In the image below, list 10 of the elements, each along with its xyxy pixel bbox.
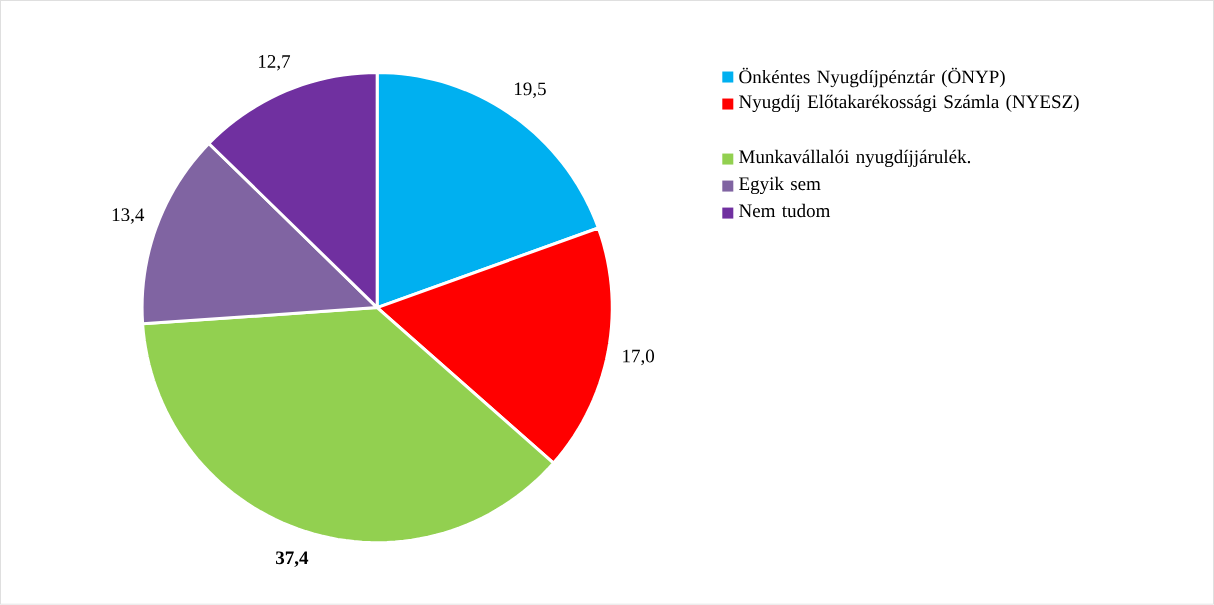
data-label: 17,0: [623, 349, 655, 366]
data-label: 12,7: [259, 55, 291, 71]
legend-label: Önkéntes Nyugdíjpénztár (ÖNYP): [739, 67, 1005, 88]
legend-label: Egyik sem: [739, 176, 821, 195]
data-label: 19,5: [514, 82, 546, 99]
data-label: 37,4: [275, 551, 309, 568]
legend-label: Nyugdíj Előtakarékossági Számla (NYESZ): [739, 94, 1079, 113]
legend-label: Nem tudom: [739, 203, 831, 218]
data-label: 13,4: [112, 208, 145, 224]
legend-label: Munkavállalói nyugdíjjárulék.: [739, 149, 971, 168]
